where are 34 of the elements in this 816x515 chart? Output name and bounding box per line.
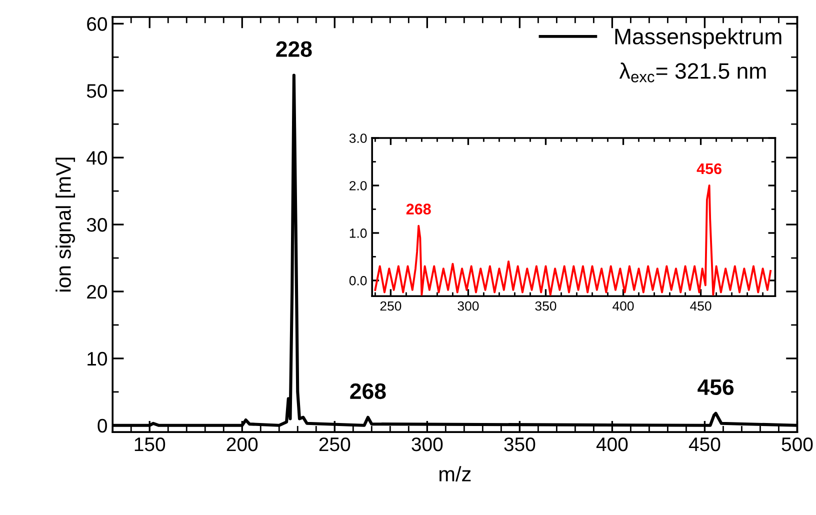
x-tick-label: 250 xyxy=(380,301,402,311)
x-tick-label: 300 xyxy=(458,301,479,311)
y-tick-label: 20 xyxy=(87,284,107,299)
x-tick-label: 400 xyxy=(596,437,628,452)
y-tick-label: 30 xyxy=(86,218,107,232)
annotation: 228 xyxy=(276,41,312,57)
x-tick-label: 350 xyxy=(535,301,556,311)
y-tick-label: 0.0 xyxy=(349,276,367,286)
x-tick-label: 200 xyxy=(226,437,258,452)
legend-label: Massenspektrum xyxy=(615,28,782,49)
y-tick-label: 60 xyxy=(87,17,107,31)
x-tick-label: 150 xyxy=(134,437,166,452)
annotation: 268 xyxy=(406,204,431,215)
y-tick-label: 10 xyxy=(88,352,107,366)
x-tick-label: 450 xyxy=(688,437,720,452)
annotation: λ$_{exc}$= 321.5 nm xyxy=(619,62,766,82)
annotation: 456 xyxy=(696,163,722,174)
y-tick-label: 50 xyxy=(86,84,107,98)
annotation: 268 xyxy=(350,383,386,400)
y-tick-label: 1.0 xyxy=(350,228,367,238)
x-tick-label: 250 xyxy=(319,437,350,452)
x-tick-label: 500 xyxy=(782,437,813,452)
y-tick-label: 2.0 xyxy=(350,181,367,190)
x-tick-label: 350 xyxy=(504,437,536,452)
x-axis-title: m/z xyxy=(440,466,471,482)
y-tick-label: 40 xyxy=(86,151,107,165)
x-tick-label: 300 xyxy=(412,437,443,452)
x-tick-label: 400 xyxy=(612,301,634,311)
y-tick-label: 0 xyxy=(98,418,107,433)
line-series xyxy=(374,184,772,296)
y-axis-title: ion signal [mV] xyxy=(56,158,76,292)
x-tick-label: 450 xyxy=(690,301,712,311)
y-tick-label: 3.0 xyxy=(349,134,367,143)
annotation: 456 xyxy=(698,379,734,396)
